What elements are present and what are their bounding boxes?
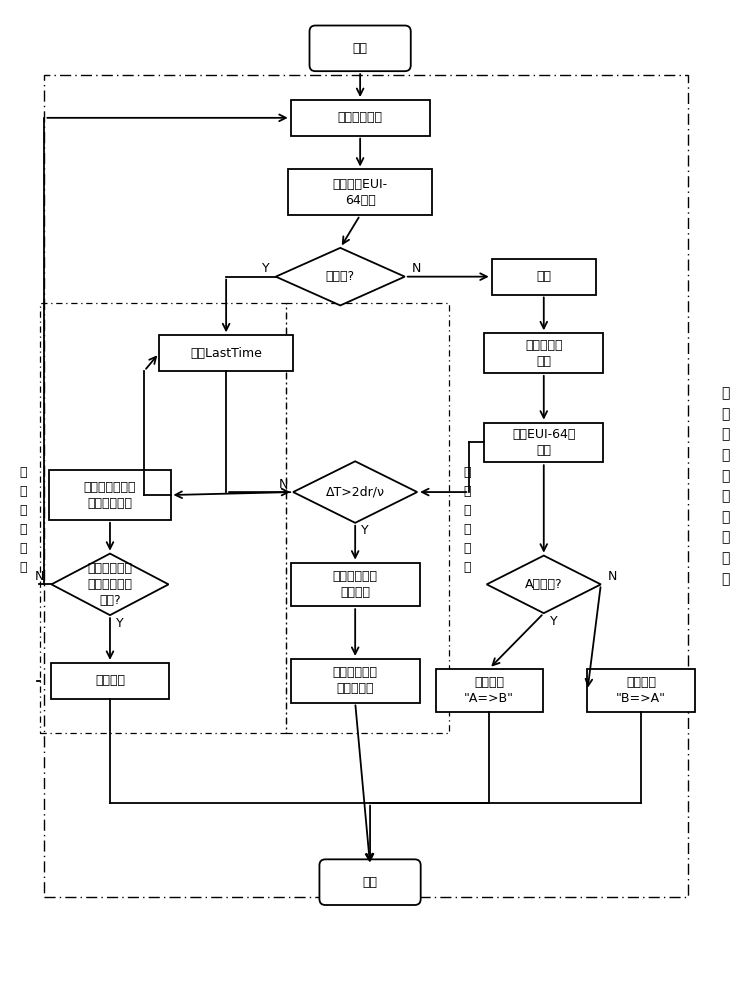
Bar	[290, 659, 420, 703]
FancyBboxPatch shape	[320, 859, 420, 905]
Text: 接收信标消息: 接收信标消息	[338, 111, 383, 124]
Text: 平均估算车速
低于用户设定
阈值?: 平均估算车速 低于用户设定 阈值?	[88, 562, 132, 607]
Text: N: N	[608, 570, 618, 583]
Text: 更新LastTime: 更新LastTime	[191, 347, 262, 360]
Bar	[45, 75, 688, 897]
Text: 初始化对应
表项: 初始化对应 表项	[525, 339, 562, 368]
Text: Y: Y	[361, 524, 369, 537]
Text: Y: Y	[116, 617, 124, 630]
Bar	[288, 169, 432, 215]
Polygon shape	[293, 461, 417, 523]
Text: 交
通
流
检
测
及
方
向
判
定: 交 通 流 检 测 及 方 向 判 定	[721, 386, 730, 586]
Text: A先接收?: A先接收?	[525, 578, 562, 591]
Bar	[587, 669, 695, 712]
Polygon shape	[487, 556, 601, 613]
Text: 数
据
结
构
刷
新: 数 据 结 构 刷 新	[463, 466, 471, 574]
Text: 结束: 结束	[363, 876, 377, 889]
Text: ΔT>2dr/ν: ΔT>2dr/ν	[326, 486, 385, 499]
Text: 行车方向
"B=>A": 行车方向 "B=>A"	[616, 676, 666, 705]
Text: 解码分析EUI-
64信息: 解码分析EUI- 64信息	[333, 178, 388, 207]
Bar	[49, 470, 171, 520]
Text: 分析EUI-64时
间戳: 分析EUI-64时 间戳	[512, 428, 575, 457]
Text: 开始: 开始	[352, 42, 367, 55]
Bar	[491, 259, 596, 295]
Text: 检
测
交
通
拥
堵: 检 测 交 通 拥 堵	[19, 466, 26, 574]
Bar	[484, 333, 603, 373]
Bar	[41, 303, 286, 733]
Text: N: N	[412, 262, 421, 275]
Bar	[51, 663, 169, 699]
Bar	[435, 669, 543, 712]
Polygon shape	[276, 248, 404, 305]
Bar	[290, 100, 429, 136]
Bar	[159, 335, 293, 371]
Text: 已存在?: 已存在?	[326, 270, 355, 283]
Text: Y: Y	[262, 262, 270, 275]
Text: N: N	[35, 570, 44, 583]
Bar	[290, 563, 420, 606]
Text: 车辆离开虚拟
检测区域: 车辆离开虚拟 检测区域	[333, 570, 378, 599]
Polygon shape	[51, 554, 169, 615]
Bar	[286, 303, 450, 733]
Text: 拥堵报警: 拥堵报警	[95, 674, 125, 687]
Bar	[484, 423, 603, 462]
Text: Y: Y	[550, 615, 557, 628]
Text: 由信标消息接收
数目估算车速: 由信标消息接收 数目估算车速	[84, 481, 136, 510]
Text: 行车方向
"A=>B": 行车方向 "A=>B"	[464, 676, 514, 705]
Text: N: N	[278, 478, 288, 491]
FancyBboxPatch shape	[309, 26, 411, 71]
Text: 删除数据结构
中对应表项: 删除数据结构 中对应表项	[333, 666, 378, 695]
Text: 存储: 存储	[536, 270, 551, 283]
